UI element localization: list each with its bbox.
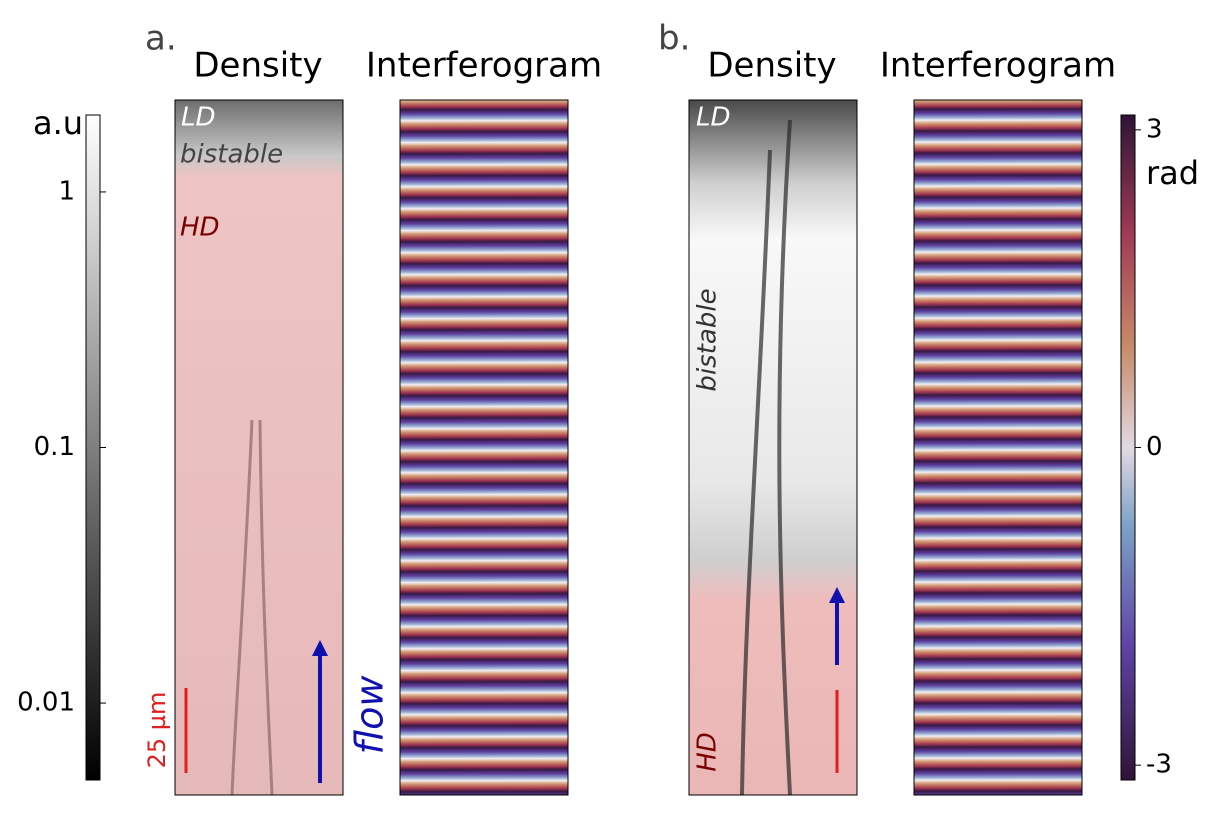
density-streak — [230, 419, 254, 796]
panel-label: a. — [145, 19, 177, 59]
colorbar — [85, 114, 101, 781]
annotation: HD — [693, 732, 723, 772]
tick-label: 0 — [1146, 432, 1163, 462]
annotation: bistable — [693, 288, 723, 391]
tick-label: 1 — [58, 176, 75, 206]
density-streak — [740, 149, 772, 796]
tick-label: 0.01 — [17, 688, 75, 718]
frame — [174, 99, 344, 796]
scale-bar-label: 25 µm — [143, 692, 171, 769]
colorbar-title: rad — [1146, 154, 1199, 192]
annotation: LD — [696, 103, 731, 133]
panel-title: Interferogram — [880, 46, 1116, 86]
density-streak — [777, 119, 792, 796]
panel-label: b. — [658, 19, 690, 59]
panel-title: Density — [707, 46, 836, 86]
frame — [399, 99, 569, 796]
interferogram-image — [914, 100, 1082, 795]
density-image — [689, 100, 857, 795]
interferogram-image — [400, 100, 568, 795]
panel-title: Interferogram — [366, 46, 602, 86]
annotation: bistable — [180, 140, 283, 170]
frame — [688, 99, 858, 796]
annotation: LD — [181, 103, 216, 133]
tick-label: -3 — [1146, 750, 1172, 780]
panel-title: Density — [193, 46, 322, 86]
colorbar-title: a.u — [33, 104, 83, 142]
annotation: HD — [180, 213, 220, 243]
colorbar — [1120, 114, 1136, 781]
flow-label: flow — [348, 675, 392, 755]
tick-label: 0.1 — [34, 432, 75, 462]
frame — [913, 99, 1083, 796]
density-streak — [258, 419, 274, 796]
tick-label: 3 — [1146, 114, 1163, 144]
